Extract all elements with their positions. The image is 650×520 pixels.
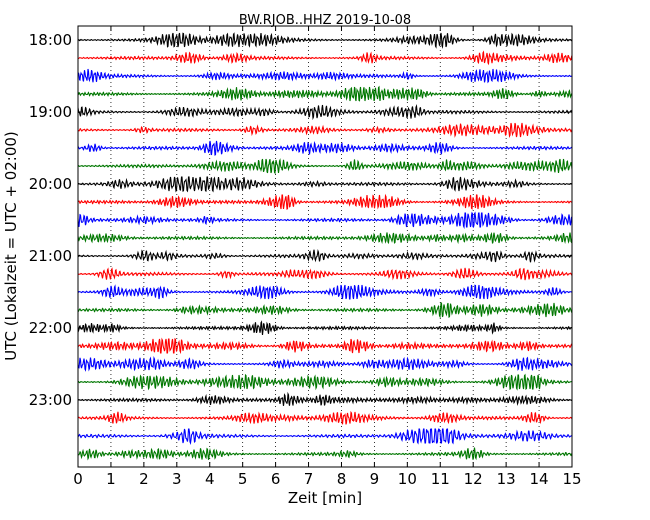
x-tick-label: 12: [464, 470, 483, 488]
trace-1800: [77, 32, 573, 49]
grid-lines: [110, 26, 540, 467]
x-tick-label: 10: [398, 470, 417, 488]
x-tick-label: 9: [370, 470, 380, 488]
trace-2200: [77, 320, 573, 336]
trace-1830: [77, 68, 573, 84]
x-tick-label: 8: [337, 470, 347, 488]
trace-group: [77, 32, 573, 461]
y-tick-label: 18:00: [29, 31, 72, 49]
trace-2000: [77, 176, 573, 193]
trace-1845: [77, 85, 573, 102]
trace-2345: [77, 447, 573, 461]
y-axis-label: UTC (Lokalzeit = UTC + 02:00): [2, 131, 20, 361]
x-tick-label: 4: [205, 470, 215, 488]
y-axis: 18:00 19:00 20:00 21:00 22:00 23:00: [29, 31, 572, 409]
trace-1930: [77, 140, 573, 156]
x-tick-label: 15: [562, 470, 581, 488]
y-tick-label: 23:00: [29, 391, 72, 409]
trace-1915: [77, 122, 573, 139]
trace-2215: [77, 337, 573, 355]
y-tick-label: 19:00: [29, 103, 72, 121]
trace-2115: [77, 267, 573, 281]
trace-1900: [77, 104, 573, 121]
trace-1815: [77, 50, 573, 66]
x-tick-label: 13: [497, 470, 516, 488]
trace-2130: [77, 284, 573, 300]
chart-title: BW.RJOB..HHZ 2019-10-08: [239, 13, 411, 28]
y-tick-label: 21:00: [29, 247, 72, 265]
x-tick-label: 5: [238, 470, 248, 488]
trace-2330: [77, 427, 573, 445]
trace-2045: [77, 232, 573, 245]
trace-1945: [77, 158, 573, 175]
x-tick-label: 11: [431, 470, 450, 488]
x-tick-label: 7: [304, 470, 314, 488]
trace-2030: [77, 211, 573, 230]
trace-2230: [77, 356, 573, 372]
trace-2100: [77, 248, 573, 263]
x-tick-label: 0: [73, 470, 83, 488]
plot-frame: [77, 25, 573, 468]
x-tick-label: 3: [172, 470, 182, 488]
x-axis: 0 1 2 3 4 5 6 7 8 9 10 11 12 13 14 15: [73, 26, 582, 488]
x-axis-label: Zeit [min]: [288, 489, 362, 507]
trace-2015: [77, 193, 573, 210]
trace-2315: [77, 410, 573, 425]
trace-2245: [77, 373, 573, 391]
y-tick-label: 20:00: [29, 175, 72, 193]
x-tick-label: 6: [271, 470, 281, 488]
trace-2145: [77, 302, 573, 319]
trace-2300: [77, 391, 573, 406]
y-tick-label: 22:00: [29, 319, 72, 337]
x-tick-label: 1: [106, 470, 116, 488]
x-tick-label: 14: [530, 470, 549, 488]
x-tick-label: 2: [139, 470, 149, 488]
